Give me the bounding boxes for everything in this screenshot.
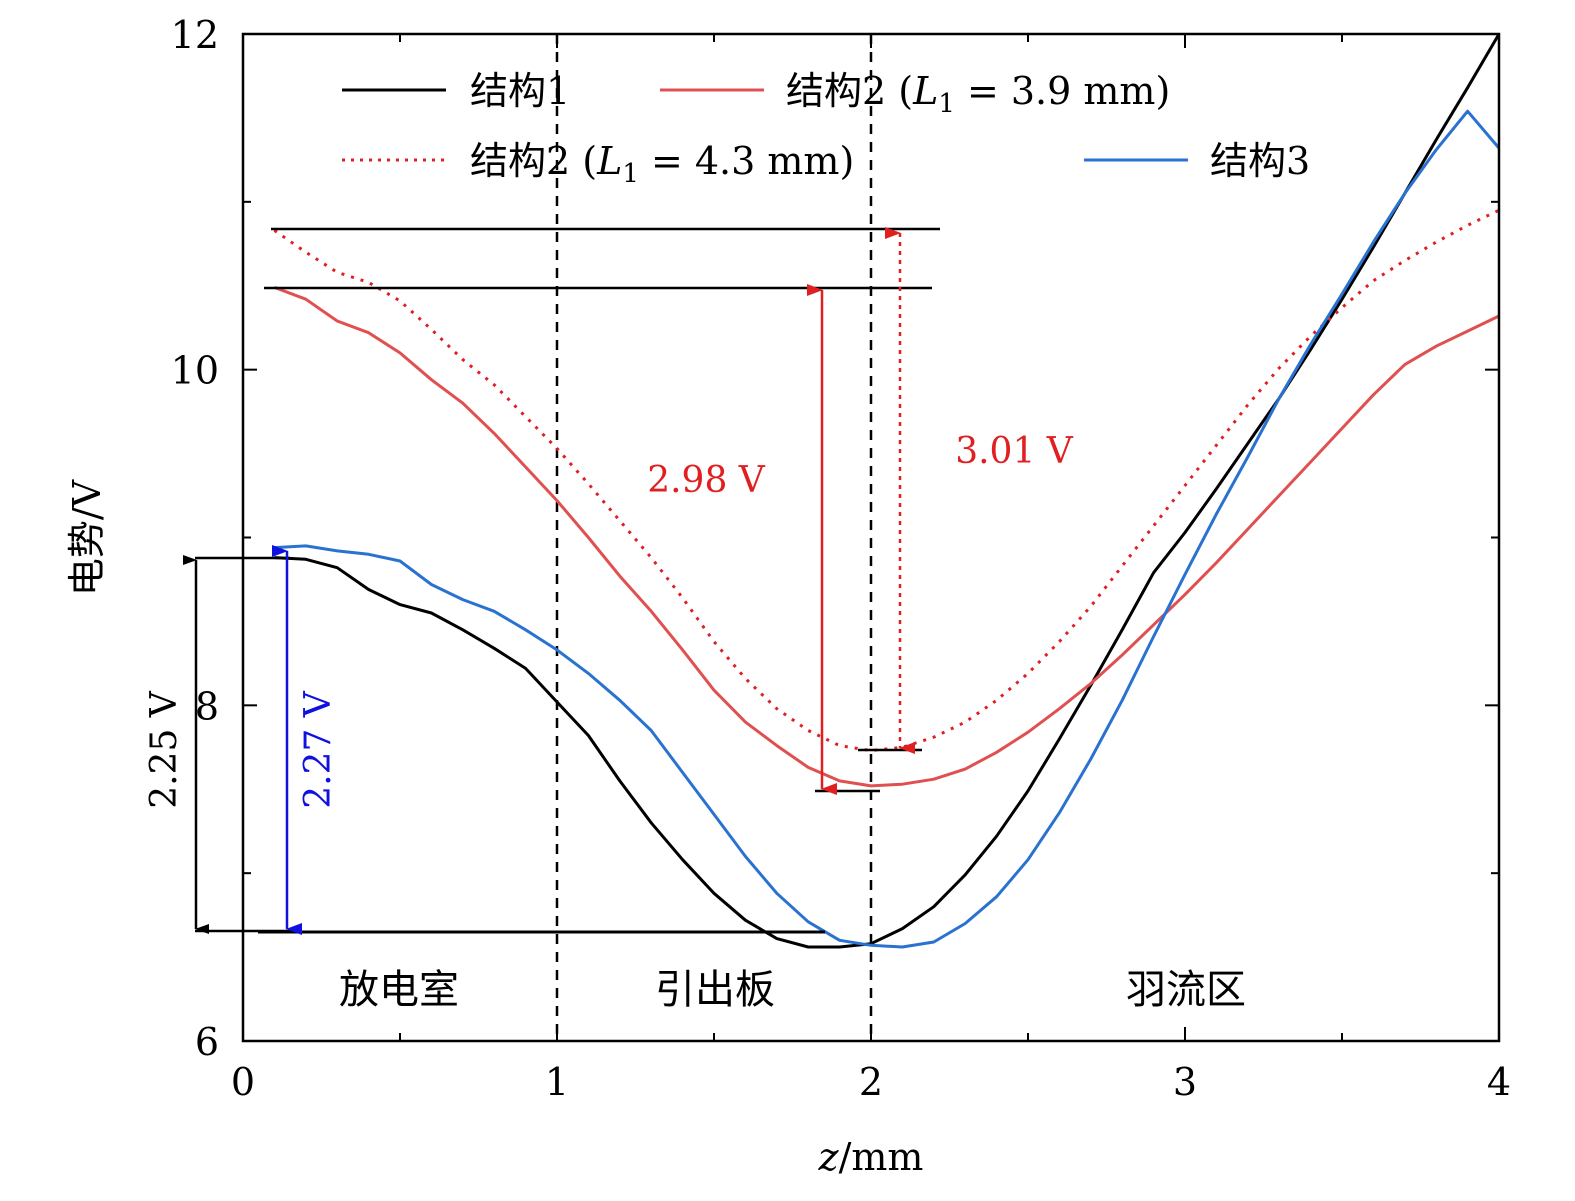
- region-plume: 羽流区: [1126, 967, 1246, 1013]
- x-axis-title: z/mm: [818, 1135, 924, 1179]
- y-axis-title: 电势/V: [65, 479, 109, 596]
- anno-3-01v: 3.01 V: [955, 431, 1074, 472]
- anno-2-98v: 2.98 V: [647, 460, 766, 501]
- series-line-1: [274, 33, 1501, 949]
- region-discharge-chamber: 放电室: [339, 967, 459, 1013]
- anno-2-27v: 2.27 V: [298, 690, 339, 809]
- region-extraction-plate: 引出板: [655, 967, 775, 1013]
- annotations: 2.25 V 2.27 V 2.98 V 3.01 V: [144, 227, 1074, 935]
- anno-2-25v: 2.25 V: [144, 690, 185, 809]
- x-tick-label: 1: [545, 1060, 569, 1104]
- x-tick-label: 4: [1487, 1060, 1511, 1104]
- region-labels: 放电室 引出板 羽流区: [339, 967, 1246, 1013]
- series-line-4: [274, 109, 1501, 949]
- legend-label-s3: 结构3: [1210, 139, 1310, 183]
- y-tick-label: 12: [171, 13, 219, 57]
- legend-label-s2b: 结构2 (L1 = 4.3 mm): [470, 139, 854, 189]
- series-line-2: [273, 285, 1500, 788]
- legend: 结构1 结构2 (L1 = 3.9 mm) 结构2 (L1 = 4.3 mm) …: [342, 69, 1310, 189]
- legend-label-s2a: 结构2 (L1 = 3.9 mm): [786, 69, 1170, 119]
- x-tick-label: 2: [859, 1060, 883, 1104]
- series-line-3: [273, 208, 1500, 753]
- y-tick-label: 10: [171, 349, 219, 393]
- legend-label-s1: 结构1: [470, 69, 570, 113]
- y-tick-label: 8: [195, 684, 219, 728]
- x-tick-label: 3: [1173, 1060, 1197, 1104]
- x-tick-label: 0: [231, 1060, 255, 1104]
- y-tick-label: 6: [195, 1020, 219, 1064]
